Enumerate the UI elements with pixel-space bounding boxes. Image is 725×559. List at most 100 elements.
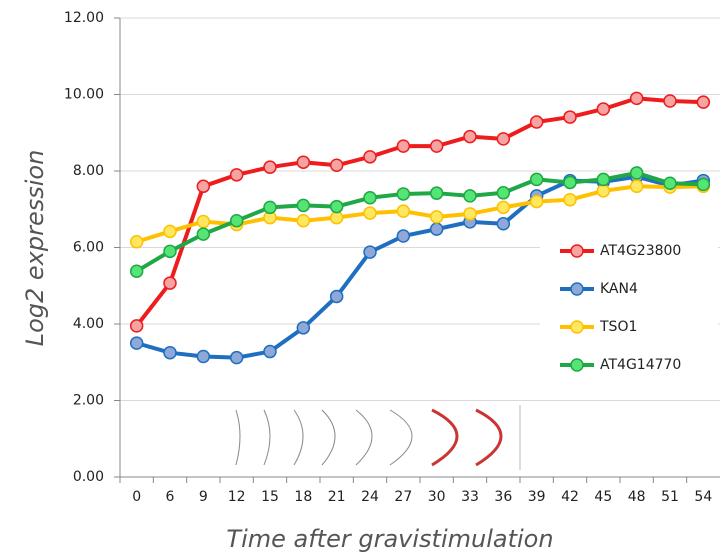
data-point (397, 205, 409, 217)
x-tick-label: 54 (694, 489, 712, 505)
x-axis-title: Time after gravistimulation (226, 525, 553, 553)
data-point (297, 215, 309, 227)
root-shape (390, 410, 412, 465)
data-point (431, 211, 443, 223)
data-point (364, 246, 376, 258)
data-point (631, 167, 643, 179)
y-tick-label: 2.00 (73, 393, 104, 409)
root-shape (476, 410, 501, 465)
root-illustrations (236, 405, 520, 470)
data-point (564, 176, 576, 188)
data-point (597, 103, 609, 115)
x-tick-label: 39 (528, 489, 546, 505)
data-point (497, 133, 509, 145)
x-tick-label: 21 (328, 489, 346, 505)
y-tick-label: 8.00 (73, 163, 104, 179)
x-tick-label: 30 (428, 489, 446, 505)
data-point (197, 351, 209, 363)
legend: AT4G23800 KAN4 TSO1 AT4G14770 (540, 232, 718, 382)
data-point (231, 215, 243, 227)
data-point (264, 201, 276, 213)
legend-marker (571, 283, 583, 295)
y-tick-label: 0.00 (73, 469, 104, 485)
y-tick-label: 12.00 (64, 10, 104, 26)
x-tick-label: 12 (228, 489, 246, 505)
data-point (397, 140, 409, 152)
root-shape (236, 410, 240, 465)
root-shape (432, 410, 457, 465)
legend-label: KAN4 (600, 281, 638, 297)
data-point (464, 131, 476, 143)
data-point (397, 230, 409, 242)
legend-marker (571, 321, 583, 333)
y-tick-label: 6.00 (73, 240, 104, 256)
legend-label: AT4G14770 (600, 357, 681, 373)
x-tick-label: 51 (661, 489, 679, 505)
y-tick-label: 10.00 (64, 87, 104, 103)
root-shape (356, 410, 372, 465)
data-point (197, 180, 209, 192)
data-point (531, 173, 543, 185)
legend-marker (571, 245, 583, 257)
x-tick-label: 0 (132, 489, 141, 505)
data-point (631, 180, 643, 192)
x-tick-label: 36 (494, 489, 512, 505)
root-shape (294, 410, 303, 465)
data-point (131, 265, 143, 277)
data-point (564, 111, 576, 123)
data-point (197, 215, 209, 227)
data-point (197, 228, 209, 240)
data-point (497, 187, 509, 199)
x-tick-label: 18 (294, 489, 312, 505)
x-tick-label: 27 (394, 489, 412, 505)
data-point (431, 140, 443, 152)
data-point (397, 188, 409, 200)
legend-label: AT4G23800 (600, 243, 681, 259)
x-tick-label: 45 (594, 489, 612, 505)
legend-label: TSO1 (599, 319, 637, 335)
data-point (597, 173, 609, 185)
data-point (164, 277, 176, 289)
data-point (331, 159, 343, 171)
data-point (331, 290, 343, 302)
x-tick-label: 42 (561, 489, 579, 505)
data-point (664, 95, 676, 107)
data-point (531, 116, 543, 128)
x-tick-label: 48 (628, 489, 646, 505)
data-point (164, 245, 176, 257)
data-point (697, 96, 709, 108)
data-point (497, 201, 509, 213)
data-point (464, 190, 476, 202)
data-point (231, 169, 243, 181)
x-tick-label: 9 (199, 489, 208, 505)
root-shape (264, 410, 270, 465)
data-point (697, 178, 709, 190)
data-point (431, 187, 443, 199)
data-point (664, 177, 676, 189)
data-point (297, 156, 309, 168)
data-point (264, 346, 276, 358)
x-tick-label: 33 (461, 489, 479, 505)
data-point (597, 185, 609, 197)
data-point (531, 196, 543, 208)
data-point (164, 347, 176, 359)
data-point (131, 236, 143, 248)
y-tick-label: 4.00 (73, 316, 104, 332)
data-point (131, 320, 143, 332)
data-point (497, 218, 509, 230)
y-axis-title: Log2 expression (21, 150, 49, 347)
data-point (364, 151, 376, 163)
legend-marker (571, 359, 583, 371)
data-point (464, 208, 476, 220)
data-point (564, 194, 576, 206)
data-point (297, 322, 309, 334)
data-point (364, 207, 376, 219)
data-point (631, 92, 643, 104)
data-point (164, 225, 176, 237)
data-point (364, 192, 376, 204)
data-point (331, 212, 343, 224)
data-point (131, 337, 143, 349)
data-point (331, 201, 343, 213)
x-tick-label: 24 (361, 489, 379, 505)
chart: Time after gravistimulation Log2 express… (0, 0, 725, 559)
